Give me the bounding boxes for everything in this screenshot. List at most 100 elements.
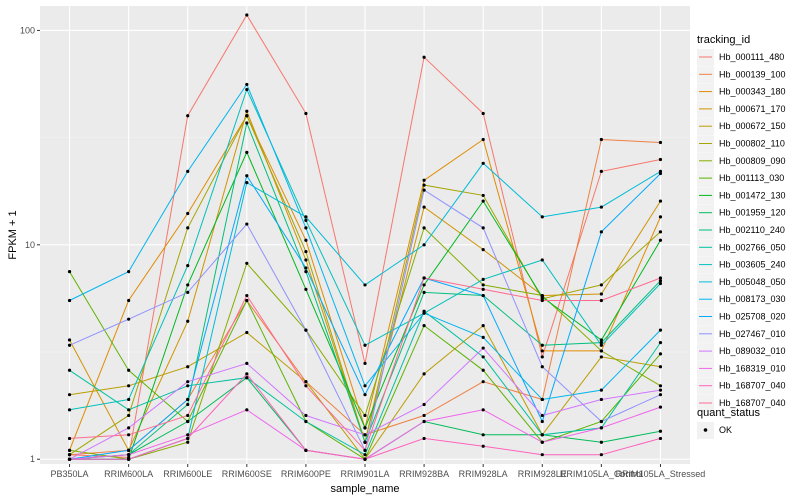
data-point bbox=[540, 433, 544, 437]
data-point bbox=[245, 298, 249, 303]
data-point bbox=[658, 157, 663, 162]
legend-label: Hb_168707_040 bbox=[719, 398, 786, 408]
data-point bbox=[422, 290, 426, 294]
data-point bbox=[304, 226, 308, 230]
data-point bbox=[245, 361, 249, 365]
legend-label: Hb_001113_030 bbox=[719, 173, 784, 183]
data-point bbox=[304, 413, 308, 418]
data-point bbox=[245, 174, 249, 178]
data-point bbox=[304, 111, 308, 116]
data-point bbox=[422, 205, 426, 209]
data-point bbox=[540, 440, 544, 444]
data-point bbox=[658, 384, 663, 388]
data-point bbox=[540, 349, 544, 353]
data-point bbox=[363, 440, 367, 444]
data-point bbox=[363, 393, 367, 397]
data-point bbox=[658, 215, 663, 219]
legend-label: Hb_000139_100 bbox=[719, 69, 786, 79]
data-point bbox=[67, 408, 72, 412]
data-point bbox=[658, 279, 663, 283]
data-point bbox=[481, 199, 485, 203]
data-point bbox=[245, 181, 249, 185]
data-point bbox=[599, 355, 603, 359]
data-point bbox=[658, 140, 663, 145]
data-point bbox=[599, 338, 603, 342]
data-point bbox=[363, 283, 367, 287]
data-point bbox=[658, 230, 663, 234]
shape-legend-items: OK bbox=[697, 422, 732, 439]
data-point bbox=[304, 384, 308, 388]
y-axis-title: FPKM + 1 bbox=[7, 210, 19, 259]
data-point bbox=[363, 457, 367, 461]
data-point bbox=[658, 199, 663, 203]
data-point bbox=[599, 298, 603, 303]
data-point bbox=[186, 402, 190, 407]
data-point bbox=[363, 453, 367, 457]
data-point bbox=[67, 368, 72, 372]
legend-label: Hb_000672_150 bbox=[719, 121, 786, 131]
data-point bbox=[481, 287, 485, 291]
legend-label: Hb_000809_090 bbox=[719, 156, 786, 166]
data-point bbox=[422, 436, 426, 441]
data-point bbox=[67, 393, 72, 397]
data-point bbox=[127, 298, 131, 303]
data-point bbox=[67, 338, 72, 342]
data-point bbox=[599, 426, 603, 430]
data-point bbox=[422, 283, 426, 287]
data-point bbox=[599, 292, 603, 296]
data-point bbox=[67, 448, 72, 452]
data-point bbox=[481, 355, 485, 359]
data-point bbox=[540, 453, 544, 457]
data-point bbox=[481, 335, 485, 340]
data-point bbox=[481, 283, 485, 287]
data-point bbox=[67, 436, 72, 441]
data-point bbox=[363, 384, 367, 388]
data-point bbox=[599, 397, 603, 402]
data-point bbox=[304, 270, 308, 274]
data-point bbox=[599, 388, 603, 392]
data-point bbox=[658, 429, 663, 433]
data-point bbox=[481, 444, 485, 448]
data-point bbox=[540, 365, 544, 369]
data-point bbox=[481, 161, 485, 165]
legend-items: Hb_000111_480 Hb_000139_100 Hb_000343_180 H… bbox=[697, 49, 786, 412]
data-point bbox=[186, 114, 190, 118]
data-point bbox=[599, 205, 603, 209]
data-point bbox=[304, 328, 308, 332]
legend-label: Hb_168319_010 bbox=[719, 363, 786, 373]
y-axis: 1 10 100 bbox=[20, 25, 40, 464]
legend-title-quant-status: quant_status bbox=[697, 407, 760, 419]
data-point bbox=[658, 340, 663, 345]
data-point bbox=[304, 287, 308, 291]
data-point bbox=[186, 169, 190, 174]
data-point bbox=[245, 222, 249, 226]
data-point bbox=[599, 419, 603, 424]
data-point bbox=[304, 218, 308, 222]
legend-label: Hb_027467_010 bbox=[719, 329, 786, 339]
data-point bbox=[658, 436, 663, 441]
data-point bbox=[363, 413, 367, 418]
data-point bbox=[245, 150, 249, 154]
data-point bbox=[186, 365, 190, 369]
x-tick-label: RRIM105LA_Stressed bbox=[616, 469, 706, 479]
data-point bbox=[67, 457, 72, 461]
data-point bbox=[186, 436, 190, 441]
data-point bbox=[481, 137, 485, 142]
data-point bbox=[67, 343, 72, 347]
legend-label: Hb_025708_020 bbox=[719, 312, 786, 322]
data-point bbox=[127, 413, 131, 418]
data-point bbox=[363, 361, 367, 365]
x-tick-label: RRIM901LA bbox=[340, 469, 389, 479]
data-point bbox=[422, 188, 426, 192]
data-point bbox=[658, 328, 663, 332]
data-point bbox=[186, 413, 190, 418]
data-point bbox=[540, 343, 544, 347]
data-point bbox=[363, 343, 367, 347]
data-point bbox=[422, 311, 426, 315]
data-point bbox=[67, 453, 72, 457]
data-point bbox=[422, 324, 426, 328]
x-tick-label: RRIM105LA_Control bbox=[560, 469, 643, 479]
data-point bbox=[245, 376, 249, 380]
data-point bbox=[540, 295, 544, 299]
data-point bbox=[186, 440, 190, 444]
